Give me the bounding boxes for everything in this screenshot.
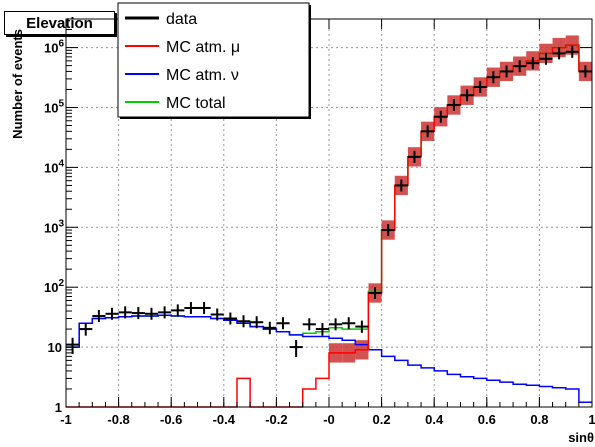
- y-tick-label: 106: [44, 39, 64, 56]
- x-tick-label: 0.2: [373, 412, 391, 427]
- x-axis-label: sinθ: [568, 430, 594, 445]
- legend: data MC atm. μ MC atm. ν MC total: [117, 2, 311, 119]
- x-tick-label: -0.4: [213, 412, 236, 427]
- y-tick-label: 103: [44, 218, 64, 235]
- x-axis-ticks: -1 -0.8 -0.6 -0.4 -0.2 -0 0.2 0.4 0.6 0.8 1: [60, 19, 595, 427]
- y-axis-ticks: 1 10 102 103 104 105 106: [44, 18, 592, 415]
- legend-box: [117, 2, 310, 118]
- x-tick-label: -0.8: [107, 412, 129, 427]
- x-tick-label: -0: [323, 412, 335, 427]
- x-tick-label: 0.6: [478, 412, 496, 427]
- y-tick-label: 102: [44, 278, 64, 295]
- legend-label: MC total: [166, 95, 226, 112]
- data-points: [66, 45, 592, 357]
- series-line-2: [66, 314, 592, 404]
- legend-label: data: [166, 11, 197, 28]
- x-tick-label: 0.4: [425, 412, 444, 427]
- y-tick-label: 104: [44, 158, 64, 175]
- y-tick-label: 10: [48, 340, 62, 355]
- x-tick-label: -1: [60, 412, 72, 427]
- legend-label: MC atm. μ: [166, 39, 240, 56]
- y-axis-label: Number of events: [10, 29, 25, 139]
- legend-label: MC atm. ν: [166, 67, 239, 84]
- y-tick-label: 105: [44, 98, 64, 115]
- x-tick-label: 0.8: [530, 412, 548, 427]
- y-tick-label: 1: [55, 400, 62, 415]
- x-tick-label: -0.6: [160, 412, 182, 427]
- x-tick-label: 1: [588, 412, 595, 427]
- x-tick-label: -0.2: [265, 412, 287, 427]
